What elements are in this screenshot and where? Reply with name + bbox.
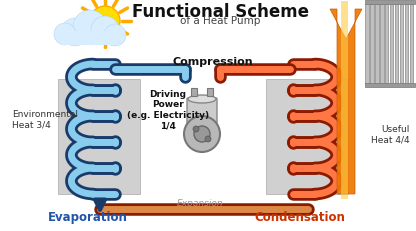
Text: Expansion: Expansion	[177, 199, 223, 208]
Circle shape	[184, 116, 220, 152]
Bar	[365, 5, 369, 85]
Circle shape	[193, 126, 199, 132]
Bar	[375, 5, 379, 85]
Circle shape	[194, 126, 210, 142]
Bar	[380, 5, 384, 85]
Circle shape	[205, 137, 211, 142]
Bar	[207, 89, 213, 97]
Text: Condensation: Condensation	[255, 210, 345, 223]
Bar	[370, 5, 374, 85]
Bar	[400, 5, 404, 85]
Bar	[365, 1, 415, 5]
FancyBboxPatch shape	[187, 99, 217, 131]
Circle shape	[91, 17, 119, 45]
Bar	[62, 32, 120, 46]
Text: Driving
Power
(e.g. Electricity)
1/4: Driving Power (e.g. Electricity) 1/4	[127, 89, 209, 130]
Text: Compression: Compression	[173, 57, 253, 67]
Bar	[390, 5, 394, 85]
Bar	[191, 89, 197, 97]
Polygon shape	[341, 2, 348, 199]
Ellipse shape	[188, 96, 216, 103]
Text: Useful
Heat 4/4: Useful Heat 4/4	[371, 125, 410, 144]
Text: Environmental
Heat 3/4: Environmental Heat 3/4	[12, 110, 78, 129]
Text: Functional Scheme: Functional Scheme	[131, 3, 309, 21]
Bar	[405, 5, 409, 85]
Text: Evaporation: Evaporation	[48, 210, 128, 223]
FancyBboxPatch shape	[58, 80, 140, 194]
Circle shape	[61, 19, 89, 47]
Bar	[395, 5, 399, 85]
Circle shape	[104, 25, 126, 47]
Polygon shape	[330, 10, 362, 194]
Circle shape	[73, 11, 107, 45]
Text: of a Heat Pump: of a Heat Pump	[180, 16, 260, 26]
Bar	[385, 5, 389, 85]
Bar	[410, 5, 414, 85]
Circle shape	[90, 7, 120, 37]
Circle shape	[54, 24, 76, 46]
FancyBboxPatch shape	[266, 80, 348, 194]
Bar	[365, 84, 415, 88]
